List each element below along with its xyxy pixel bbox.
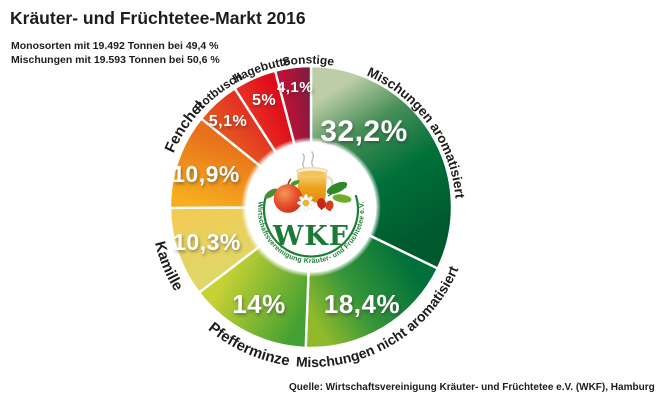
logo-acronym: WKF [272, 221, 349, 252]
subtitle-line-mischungen: Mischungen mit 19.593 Tonnen bei 50,6 % [11, 53, 220, 66]
segment-value-label: 10,9% [172, 161, 240, 187]
subtitle-line-monosorten: Monosorten mit 19.492 Tonnen bei 49,4 % [11, 40, 219, 52]
segment-value-label: 10,3% [173, 229, 241, 255]
logo-swoosh-arc [262, 194, 360, 258]
steam-icon [301, 151, 315, 169]
segment-value-label: 5% [252, 92, 276, 109]
daisy-icon [296, 193, 316, 213]
segment-value-label: 4,1% [277, 79, 313, 96]
source-note: Quelle: Wirtschaftsvereinigung Kräuter- … [289, 382, 655, 393]
tea-cup-icon [296, 167, 334, 203]
segment-value-label: 14% [232, 289, 286, 319]
segment-value-label: 5,1% [209, 113, 247, 130]
segment-value-label: 18,4% [324, 289, 400, 319]
rosehip-icon [317, 198, 334, 212]
subtitle: Monosorten mit 19.492 Tonnen bei 49,4 % … [11, 40, 220, 67]
segment-value-label: 32,2% [320, 115, 408, 148]
apple-icon [273, 178, 303, 213]
segment-value-labels: 32,2% 18,4% 14% 10,3% 10,9% 5,1% 5%4,1% [172, 79, 408, 319]
segment-name-label: Sonstige [281, 53, 335, 69]
leaf-icon [264, 181, 352, 203]
page-title: Kräuter- und Früchtetee-Markt 2016 [10, 8, 306, 28]
